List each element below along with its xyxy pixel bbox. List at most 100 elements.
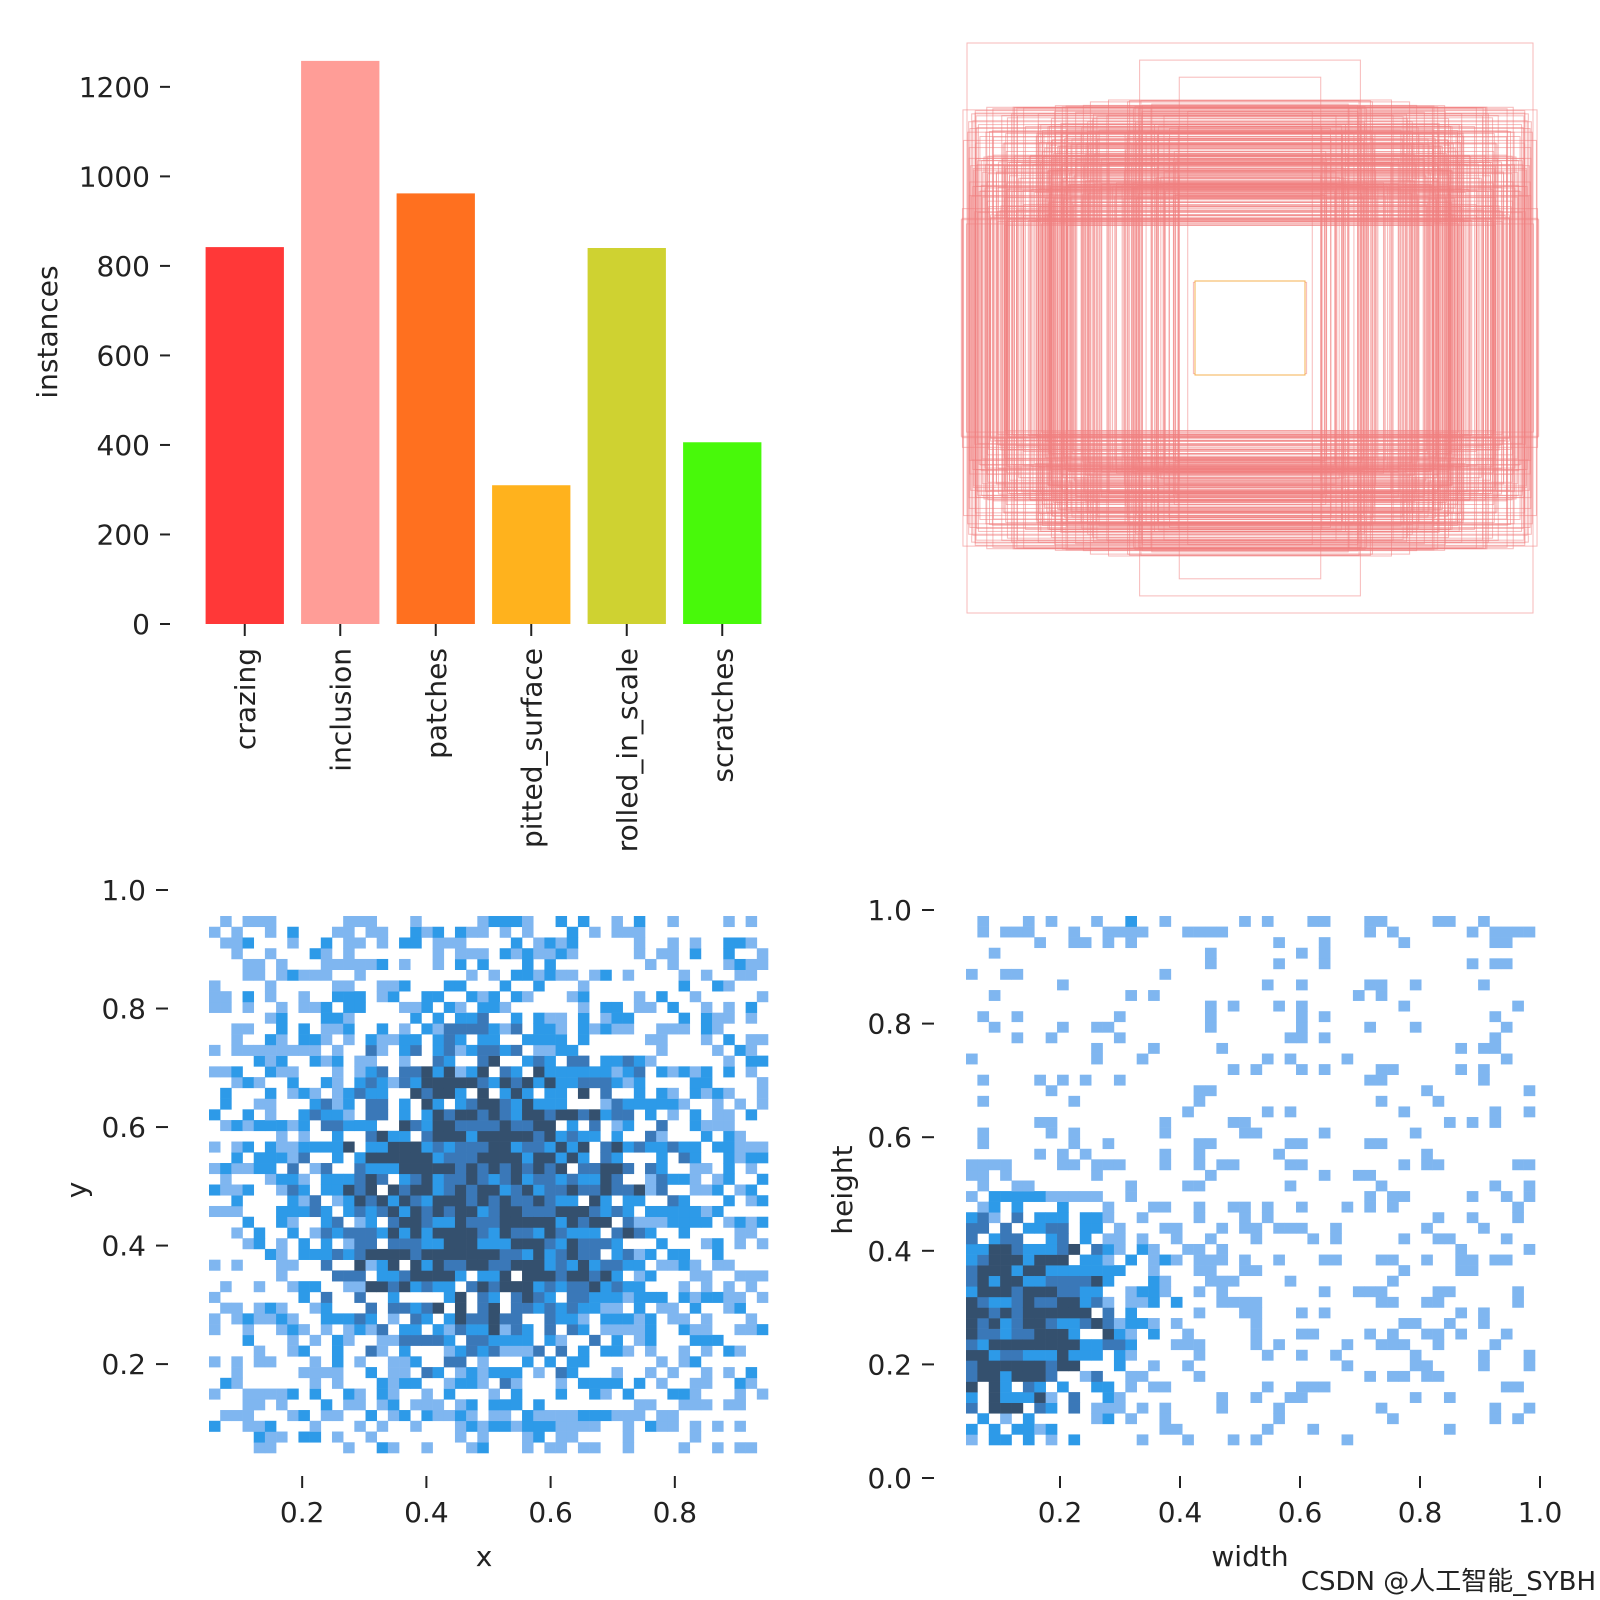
heatmap-cell bbox=[689, 1066, 702, 1078]
heatmap-cell bbox=[756, 1270, 769, 1282]
heatmap-cell bbox=[253, 1431, 266, 1443]
heatmap-cell bbox=[432, 1098, 445, 1110]
heatmap-cell bbox=[555, 916, 568, 928]
heatmap-cell bbox=[365, 1066, 377, 1078]
heatmap-cell bbox=[533, 1173, 545, 1185]
heatmap-cell bbox=[387, 1238, 400, 1250]
heatmap-cell bbox=[544, 1324, 556, 1336]
heatmap-cell bbox=[443, 1034, 456, 1046]
heatmap-cell bbox=[1000, 1286, 1012, 1298]
heatmap-cell bbox=[600, 1291, 612, 1303]
heatmap-cell bbox=[387, 1205, 400, 1218]
heatmap-cell bbox=[678, 1442, 691, 1454]
heatmap-cell bbox=[454, 1324, 467, 1336]
label-box bbox=[1000, 205, 1500, 451]
heatmap-cell bbox=[443, 1066, 456, 1078]
heatmap-cell bbox=[220, 1184, 232, 1196]
heatmap-cell bbox=[633, 1377, 646, 1389]
heatmap-cell bbox=[443, 1248, 456, 1260]
heatmap-cell bbox=[488, 1109, 500, 1121]
heatmap-cell bbox=[432, 1173, 445, 1185]
heatmap-cell bbox=[276, 1324, 288, 1336]
heatmap-cell bbox=[421, 1098, 433, 1110]
heatmap-cell bbox=[488, 1216, 500, 1228]
heatmap-cell bbox=[1341, 1053, 1354, 1065]
heatmap-cell bbox=[1045, 1296, 1058, 1308]
heatmap-cell bbox=[242, 1001, 255, 1013]
heatmap-cell bbox=[477, 1173, 489, 1185]
heatmap-cell bbox=[1273, 1148, 1285, 1160]
label-box bbox=[1162, 183, 1338, 473]
heatmap-cell bbox=[443, 1238, 456, 1250]
heatmap-cell bbox=[1159, 1275, 1172, 1287]
heatmap-cell bbox=[1364, 979, 1376, 991]
heatmap-cell bbox=[499, 916, 512, 928]
heatmap-cell bbox=[611, 1001, 623, 1013]
heatmap-cell bbox=[1261, 979, 1274, 991]
heatmap-cell bbox=[376, 1259, 389, 1271]
heatmap-cell bbox=[231, 937, 243, 949]
heatmap-cell bbox=[600, 1345, 612, 1357]
heatmap-cell bbox=[477, 1098, 489, 1110]
heatmap-cell bbox=[611, 1367, 623, 1379]
label-box bbox=[1168, 138, 1332, 518]
heatmap-cell bbox=[966, 1159, 978, 1171]
heatmap-cell bbox=[1261, 1201, 1274, 1213]
heatmap-cell bbox=[555, 1044, 568, 1056]
heatmap-cell bbox=[1375, 1138, 1388, 1150]
heatmap-cell bbox=[745, 1281, 758, 1293]
x-tick-label: 0.6 bbox=[1278, 1496, 1323, 1529]
x-tick-label: 0.6 bbox=[528, 1496, 573, 1529]
heatmap-cell bbox=[1193, 1243, 1206, 1255]
heatmap-cell bbox=[1239, 1307, 1251, 1319]
heatmap-cell bbox=[544, 1420, 556, 1432]
heatmap-cell bbox=[1045, 1328, 1058, 1340]
heatmap-cell bbox=[1421, 1370, 1433, 1382]
heatmap-cell bbox=[1148, 1275, 1160, 1287]
heatmap-cell bbox=[510, 1334, 523, 1346]
heatmap-cell bbox=[443, 1184, 456, 1196]
heatmap-cell bbox=[611, 1410, 623, 1422]
heatmap-cell bbox=[533, 1205, 545, 1218]
heatmap-cell bbox=[309, 1141, 322, 1153]
heatmap-cell bbox=[656, 1259, 668, 1271]
heatmap-cell bbox=[510, 1238, 523, 1250]
heatmap-cell bbox=[298, 1205, 310, 1218]
label-box bbox=[1027, 220, 1473, 436]
heatmap-cell bbox=[499, 1130, 512, 1142]
heatmap-cell bbox=[544, 1141, 556, 1153]
heatmap-cell bbox=[365, 916, 377, 928]
heatmap-cell bbox=[320, 1227, 333, 1239]
heatmap-cell bbox=[645, 1399, 657, 1411]
heatmap-cell bbox=[734, 1141, 746, 1153]
heatmap-cell bbox=[1523, 1180, 1536, 1192]
heatmap-cell bbox=[544, 937, 556, 949]
heatmap-cell bbox=[1011, 1360, 1024, 1372]
heatmap-cell bbox=[723, 1216, 735, 1228]
heatmap-cell bbox=[667, 1367, 679, 1379]
heatmap-cell bbox=[1443, 916, 1456, 927]
heatmap-cell bbox=[376, 1345, 389, 1357]
heatmap-cell bbox=[466, 1399, 478, 1411]
heatmap-cell bbox=[622, 1313, 635, 1325]
heatmap-cell bbox=[1432, 1286, 1445, 1298]
y-tick-label: 0.8 bbox=[867, 1008, 912, 1041]
heatmap-cell bbox=[376, 1034, 389, 1046]
wh-heatmap-cells bbox=[966, 916, 1536, 1446]
heatmap-cell bbox=[1204, 1265, 1217, 1277]
heatmap-cell bbox=[298, 1044, 310, 1056]
heatmap-cell bbox=[510, 1152, 523, 1164]
heatmap-cell bbox=[1432, 1212, 1445, 1224]
heatmap-cell bbox=[1204, 1138, 1217, 1150]
heatmap-cell bbox=[678, 1281, 691, 1293]
heatmap-cell bbox=[1398, 1233, 1411, 1245]
heatmap-cell bbox=[555, 1313, 568, 1325]
heatmap-cell bbox=[264, 1248, 277, 1260]
heatmap-cell bbox=[499, 1248, 512, 1260]
heatmap-cell bbox=[477, 1324, 489, 1336]
heatmap-cell bbox=[745, 1324, 758, 1336]
label-box bbox=[1178, 174, 1322, 482]
heatmap-cell bbox=[566, 1205, 579, 1218]
heatmap-cell bbox=[510, 1216, 523, 1228]
heatmap-cell bbox=[700, 1345, 713, 1357]
